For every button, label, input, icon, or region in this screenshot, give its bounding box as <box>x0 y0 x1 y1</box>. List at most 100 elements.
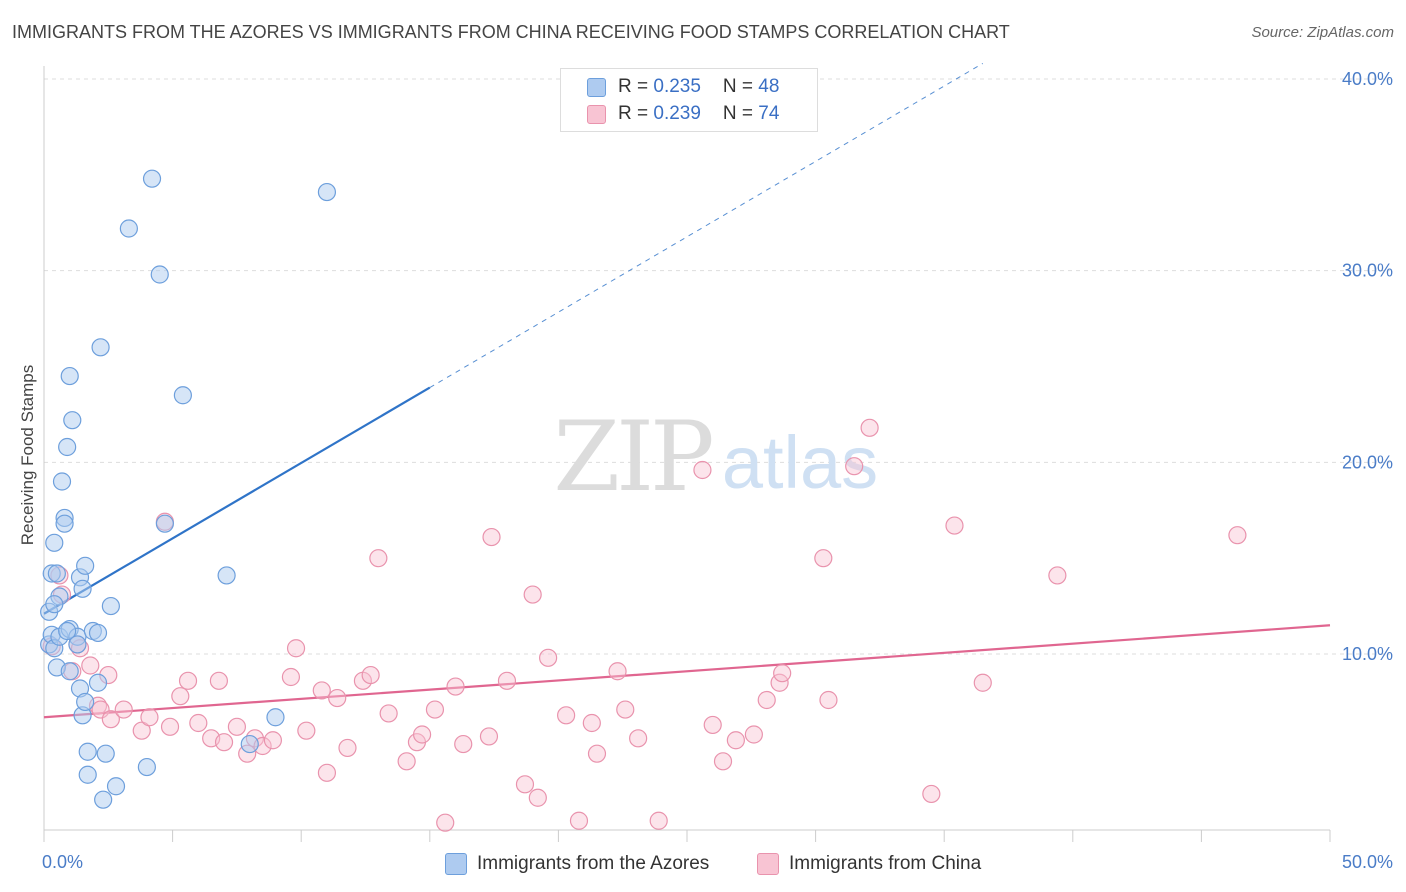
bottom-legend-label-azores: Immigrants from the Azores <box>477 853 710 874</box>
china-point <box>757 690 776 710</box>
china-point <box>945 516 964 535</box>
azores-point <box>173 386 192 405</box>
bottom-legend-label-china: Immigrants from China <box>789 853 982 874</box>
china-point <box>286 639 306 658</box>
china-point <box>132 721 151 740</box>
y-tick-label-40: 40.0% <box>1342 69 1393 89</box>
legend-swatch-azores <box>587 77 606 97</box>
china-point <box>703 715 722 735</box>
china-point <box>328 688 347 708</box>
legend-n-label-azores: N = <box>722 76 759 97</box>
china-point <box>860 418 879 437</box>
trend-line-azores <box>43 386 431 615</box>
china-point <box>814 549 833 568</box>
bottom-legend-azores: Immigrants from the Azores <box>445 852 709 876</box>
china-point <box>693 460 712 480</box>
china-point <box>1228 526 1247 545</box>
legend-n-value-china: 74 <box>758 103 780 124</box>
china-point <box>497 671 517 690</box>
china-point <box>397 752 416 771</box>
azores-point <box>94 790 113 809</box>
watermark-atlas: atlas <box>722 421 878 504</box>
azores-point <box>58 621 77 641</box>
x-tick-label-min: 0.0% <box>42 852 83 872</box>
azores-point <box>58 437 77 457</box>
legend-r-value-china: 0.239 <box>653 103 701 124</box>
azores-point <box>101 596 120 616</box>
china-point <box>81 656 100 675</box>
bottom-legend-china: Immigrants from China <box>757 852 981 876</box>
trend-line-china <box>43 624 1331 719</box>
china-point <box>312 681 331 700</box>
azores-point <box>150 265 169 284</box>
china-point <box>744 725 763 744</box>
bottom-legend-swatch-china <box>757 853 779 875</box>
china-point <box>482 527 501 547</box>
azores-point <box>52 472 72 491</box>
bottom-legend-swatch-azores <box>445 853 467 875</box>
legend-r-label-azores: R = <box>618 76 654 97</box>
china-point <box>425 700 445 719</box>
azores-point <box>63 411 82 430</box>
china-point <box>922 784 941 804</box>
trend-lines <box>43 62 1331 719</box>
china-point <box>973 673 992 692</box>
china-point <box>713 752 733 771</box>
china-point <box>297 721 316 740</box>
azores-point <box>76 692 95 712</box>
azores-point <box>45 595 64 614</box>
china-point <box>114 700 133 719</box>
azores-point <box>73 579 92 598</box>
y-tick-label-30: 30.0% <box>1342 261 1393 281</box>
azores-point <box>47 564 66 583</box>
y-tick-label-10: 10.0% <box>1342 644 1393 664</box>
trend-line-azores-extension <box>429 62 984 389</box>
azores-point <box>88 623 108 643</box>
china-point <box>140 708 159 727</box>
china-point <box>523 585 542 604</box>
legend-n-label-china: N = <box>722 103 759 124</box>
azores-point <box>155 514 174 533</box>
china-point <box>819 690 838 710</box>
china-point <box>773 664 792 683</box>
china-point <box>528 788 547 807</box>
legend-row-azores: R = 0.235 N = 48 <box>587 75 779 99</box>
china-point <box>569 811 589 830</box>
china-point <box>209 671 228 690</box>
china-point <box>189 713 208 733</box>
y-tick-label-20: 20.0% <box>1342 452 1393 472</box>
china-point <box>539 648 558 667</box>
grid-lines <box>44 78 1390 655</box>
azores-point <box>60 366 79 386</box>
azores-point <box>88 673 108 692</box>
legend-n-value-azores: 48 <box>758 76 780 97</box>
china-point <box>557 706 576 725</box>
china-point <box>1048 566 1067 585</box>
china-point <box>616 700 635 719</box>
china-point <box>629 729 648 748</box>
source-credit: Source: ZipAtlas.com <box>1251 24 1394 41</box>
chart-title: IMMIGRANTS FROM THE AZORES VS IMMIGRANTS… <box>12 22 1010 42</box>
china-point <box>263 731 283 750</box>
china-point <box>379 704 398 723</box>
china-point <box>361 665 380 685</box>
china-point <box>582 713 601 733</box>
azores-point <box>119 219 138 238</box>
legend-r-label-china: R = <box>618 103 654 124</box>
azores-point <box>137 757 156 777</box>
azores-point <box>68 635 87 654</box>
china-point <box>515 775 535 794</box>
azores-point <box>78 742 97 761</box>
china-point <box>338 738 357 758</box>
azores-point <box>266 708 285 727</box>
china-point <box>369 549 388 568</box>
azores-point <box>240 734 259 754</box>
china-point <box>317 763 337 782</box>
china-point <box>436 813 455 832</box>
china-point <box>171 687 190 706</box>
china-point <box>446 677 465 696</box>
legend: R = 0.235 N = 48 R = 0.239 N = 74 <box>560 68 818 132</box>
azores-point <box>45 533 64 552</box>
china-point <box>649 811 668 830</box>
